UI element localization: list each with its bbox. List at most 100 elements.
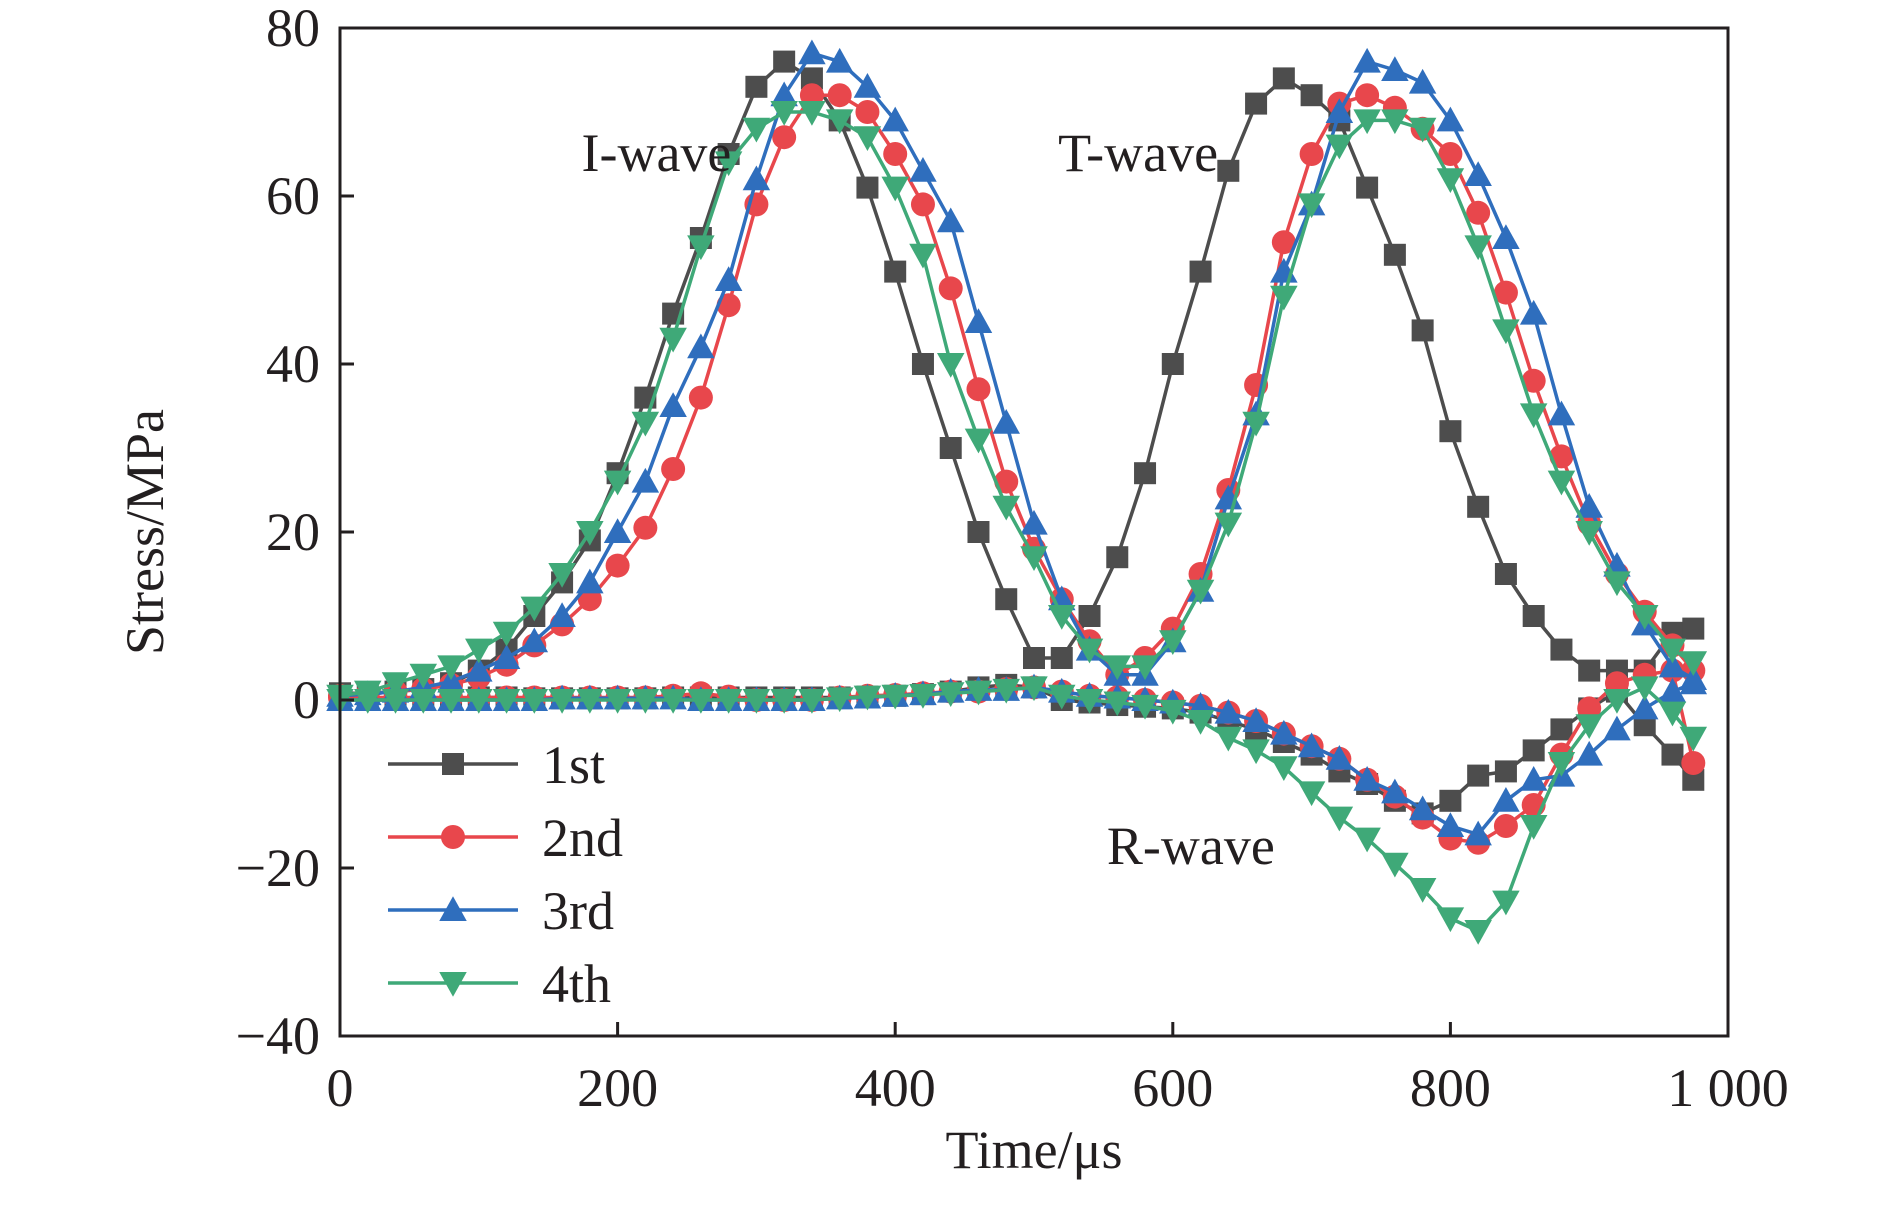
annotation-i-wave: I-wave xyxy=(582,123,732,183)
legend-item-4th: 4th xyxy=(388,954,611,1014)
data-point-1st-reflected xyxy=(1550,718,1573,741)
data-point-3rd-incident xyxy=(964,308,993,333)
data-point-4th-incident xyxy=(381,672,410,697)
data-point-1st-incident xyxy=(1050,647,1073,669)
x-axis-label: Time/μs xyxy=(945,1120,1122,1180)
data-point-1st-reflected xyxy=(1439,789,1462,812)
data-point-4th-reflected xyxy=(1270,756,1298,781)
data-point-3rd-incident xyxy=(465,656,493,682)
data-point-1st-incident xyxy=(1272,67,1295,90)
data-point-4th-reflected xyxy=(825,687,854,713)
annotation-r-wave: R-wave xyxy=(1107,816,1275,876)
legend-label: 3rd xyxy=(542,881,614,941)
data-point-4th-incident xyxy=(964,428,993,454)
data-point-3rd-incident xyxy=(909,157,937,182)
plot-area xyxy=(326,39,1708,945)
y-tick-label: −20 xyxy=(236,838,320,898)
data-point-4th-incident xyxy=(1436,168,1465,193)
data-point-1st-incident xyxy=(1245,92,1268,115)
data-point-1st-incident xyxy=(1522,605,1545,627)
data-point-3rd-incident xyxy=(853,73,882,98)
data-point-4th-incident xyxy=(1075,638,1104,664)
data-point-1st-incident xyxy=(1439,420,1462,443)
data-point-1st-incident xyxy=(1682,617,1705,640)
data-point-4th-reflected xyxy=(1436,907,1465,933)
data-point-2nd-incident xyxy=(633,515,658,540)
data-point-1st-reflected xyxy=(1467,764,1490,787)
data-point-4th-incident xyxy=(1020,546,1048,571)
legend: 1st 2nd 3rd 4th xyxy=(388,735,623,1014)
data-point-4th-incident xyxy=(1242,411,1270,437)
data-point-4th-incident xyxy=(1353,109,1381,135)
data-point-2nd-incident xyxy=(855,100,880,124)
data-point-2nd-incident xyxy=(1521,368,1546,393)
data-point-4th-incident xyxy=(1575,521,1603,546)
data-point-4th-reflected xyxy=(548,689,576,714)
data-point-3rd-reflected xyxy=(1492,787,1520,812)
data-point-4th-incident xyxy=(742,117,771,143)
data-point-4th-reflected xyxy=(798,689,826,714)
data-point-2nd-incident xyxy=(994,469,1019,494)
x-tick-label: 0 xyxy=(327,1058,354,1118)
data-point-4th-incident xyxy=(936,353,965,378)
data-point-4th-incident xyxy=(1519,403,1548,429)
legend-marker xyxy=(442,753,464,775)
data-point-4th-reflected xyxy=(687,689,715,714)
data-point-3rd-incident xyxy=(1436,106,1465,132)
data-point-2nd-incident xyxy=(1271,230,1296,255)
data-point-3rd-reflected xyxy=(1575,740,1603,766)
data-point-1st-incident xyxy=(1467,495,1490,518)
legend-item-1st: 1st xyxy=(388,735,605,795)
data-point-4th-incident xyxy=(1630,605,1659,630)
data-point-4th-reflected xyxy=(1547,752,1576,777)
data-point-4th-reflected xyxy=(1408,878,1437,903)
data-point-3rd-incident xyxy=(492,644,521,669)
data-point-3rd-incident xyxy=(687,333,715,359)
data-point-2nd-incident xyxy=(772,125,797,150)
data-point-4th-incident xyxy=(492,621,521,647)
data-point-4th-reflected xyxy=(1020,676,1048,702)
data-point-4th-reflected xyxy=(1325,806,1354,832)
data-point-1st-incident xyxy=(1383,243,1406,266)
data-point-4th-incident xyxy=(437,655,465,681)
data-point-1st-incident xyxy=(745,75,768,98)
data-point-4th-reflected xyxy=(909,683,937,709)
data-point-1st-reflected xyxy=(1494,760,1517,783)
data-point-4th-reflected xyxy=(992,678,1020,704)
data-point-4th-reflected xyxy=(1186,710,1215,735)
data-point-4th-reflected xyxy=(1131,694,1159,720)
data-point-1st-incident xyxy=(911,353,934,375)
data-point-2nd-incident xyxy=(1355,83,1380,108)
data-point-1st-incident xyxy=(1161,353,1184,375)
data-point-1st-reflected xyxy=(1522,739,1545,762)
data-point-2nd-incident xyxy=(966,377,991,402)
y-tick-label: 40 xyxy=(266,334,320,394)
data-point-4th-reflected xyxy=(1214,726,1243,752)
series-4th xyxy=(326,101,1708,945)
data-point-4th-reflected xyxy=(409,689,438,714)
data-point-3rd-incident xyxy=(576,568,604,594)
data-point-1st-incident xyxy=(939,437,962,459)
data-point-2nd-incident xyxy=(661,457,686,481)
data-point-4th-incident xyxy=(1603,571,1631,597)
data-point-3rd-incident xyxy=(1547,400,1576,426)
data-point-1st-reflected xyxy=(1633,714,1656,737)
data-point-1st-incident xyxy=(1106,546,1129,569)
data-point-3rd-incident xyxy=(881,106,909,132)
legend-item-3rd: 3rd xyxy=(388,881,614,941)
data-point-4th-incident xyxy=(1297,193,1326,219)
y-tick-label: 80 xyxy=(266,0,320,58)
data-point-3rd-incident xyxy=(659,392,687,417)
data-point-3rd-incident xyxy=(548,602,576,627)
data-point-1st-incident xyxy=(1023,647,1045,669)
data-point-3rd-reflected xyxy=(1214,698,1243,724)
data-point-4th-incident xyxy=(1658,638,1687,664)
data-point-4th-reflected xyxy=(714,689,743,714)
data-point-1st-incident xyxy=(1078,605,1101,627)
data-point-2nd-incident xyxy=(883,142,908,166)
data-point-4th-incident xyxy=(465,638,493,664)
data-point-3rd-reflected xyxy=(1679,669,1708,695)
data-point-4th-reflected xyxy=(1492,890,1520,916)
data-point-2nd-incident xyxy=(1299,142,1324,166)
data-point-3rd-incident xyxy=(714,266,743,291)
